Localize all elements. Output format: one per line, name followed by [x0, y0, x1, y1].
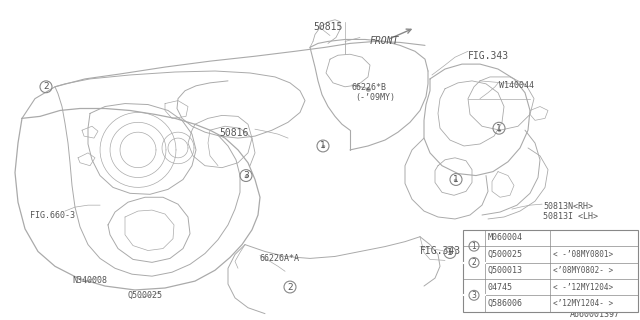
Text: 66226*B: 66226*B	[351, 83, 386, 92]
Text: FIG.660-3: FIG.660-3	[30, 211, 75, 220]
Text: FRONT: FRONT	[370, 36, 399, 46]
Text: 3: 3	[243, 171, 249, 180]
Text: 2: 2	[472, 258, 476, 267]
Text: <’12MY1204- >: <’12MY1204- >	[553, 299, 613, 308]
Text: (-’09MY): (-’09MY)	[355, 93, 395, 102]
Text: FIG.343: FIG.343	[420, 245, 461, 256]
Text: 50816: 50816	[219, 128, 248, 138]
Text: Q500025: Q500025	[488, 250, 523, 259]
Text: 3: 3	[472, 291, 476, 300]
Text: FIG.343: FIG.343	[468, 51, 509, 61]
Bar	[463, 230, 638, 312]
Text: 66226A*A: 66226A*A	[260, 254, 300, 263]
Text: < -’12MY1204>: < -’12MY1204>	[553, 283, 613, 292]
Text: W140044: W140044	[499, 81, 534, 90]
Text: Q500013: Q500013	[488, 266, 523, 275]
Text: 50813N<RH>: 50813N<RH>	[543, 202, 593, 211]
Text: 04745: 04745	[488, 283, 513, 292]
Text: Q586006: Q586006	[488, 299, 523, 308]
Text: < -’08MY0801>: < -’08MY0801>	[553, 250, 613, 259]
Text: 1: 1	[472, 242, 476, 251]
Text: Q500025: Q500025	[128, 291, 163, 300]
Text: 1: 1	[453, 175, 459, 184]
Text: <’08MY0802- >: <’08MY0802- >	[553, 266, 613, 275]
Text: 1: 1	[496, 124, 502, 133]
Text: 2: 2	[287, 283, 293, 292]
Text: 50813I <LH>: 50813I <LH>	[543, 212, 598, 221]
Text: 1: 1	[320, 141, 326, 150]
Text: N340008: N340008	[72, 276, 107, 285]
Text: M060004: M060004	[488, 234, 523, 243]
Text: A660001397: A660001397	[570, 310, 620, 319]
Text: 50815: 50815	[313, 22, 342, 32]
Text: 1: 1	[447, 248, 453, 257]
Text: 2: 2	[43, 82, 49, 91]
